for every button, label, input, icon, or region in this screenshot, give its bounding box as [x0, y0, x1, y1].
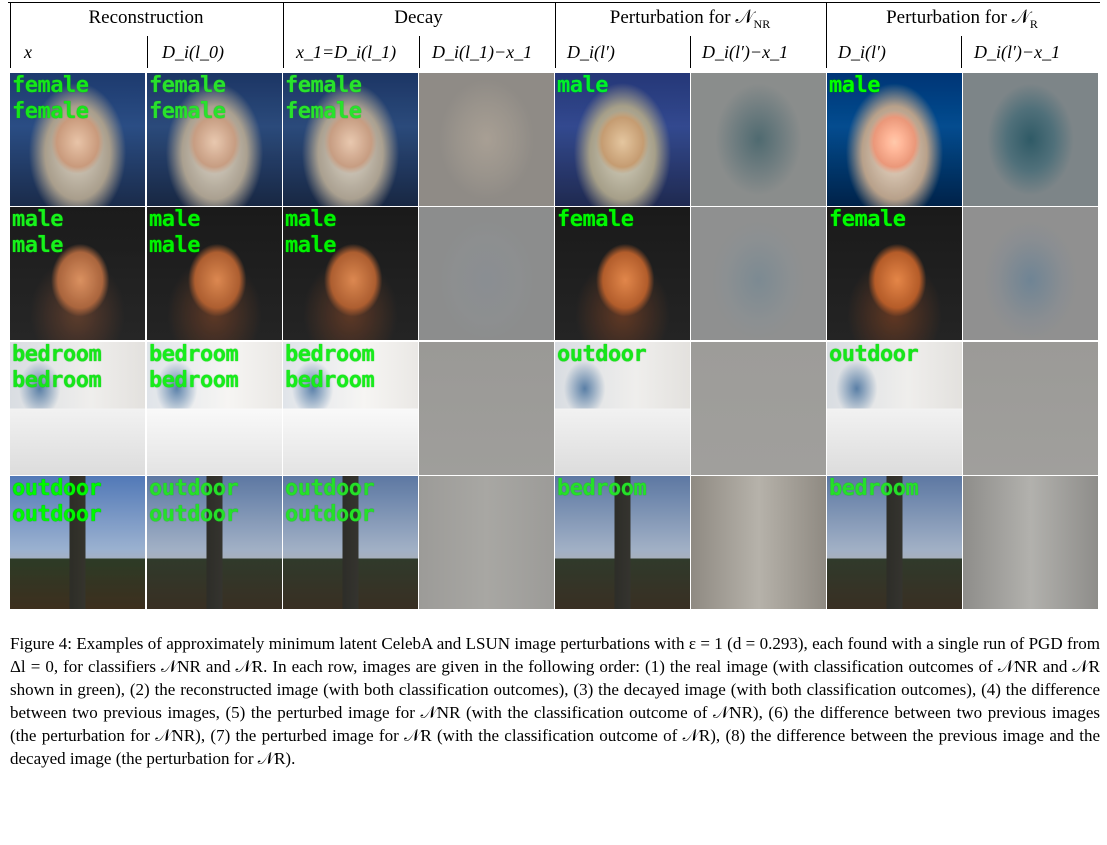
bedroom-perturbed-image-r: outdoor [827, 342, 962, 475]
separator-group-1 [283, 2, 284, 68]
separator-group-3 [826, 2, 827, 68]
classification-label: outdoor [285, 502, 375, 527]
outdoor-tower-real-image: outdoor outdoor [10, 476, 145, 609]
classification-label: bedroom [12, 368, 102, 393]
separator-group-2 [555, 2, 556, 68]
outdoor-tower-perturbed-image-nr: bedroom [555, 476, 690, 609]
female-face-perturbation-r [963, 73, 1098, 206]
male-face-perturbation-r [963, 207, 1098, 340]
group-header-perturbation-nr-main: Perturbation for 𝒩 [609, 7, 754, 28]
outdoor-tower-decayed-image: outdoor outdoor [283, 476, 418, 609]
male-face-perturbed-image-r: female [827, 207, 962, 340]
group-header-perturbation-r: Perturbation for 𝒩R [826, 7, 1098, 32]
classification-label: female [285, 99, 362, 124]
female-face-decay-difference [419, 73, 554, 206]
classification-label: male [285, 207, 336, 232]
classification-label: female [829, 207, 906, 232]
bedroom-decayed-image: bedroom bedroom [283, 342, 418, 475]
classification-label: female [149, 73, 226, 98]
female-face-reconstructed-image: female female [147, 73, 282, 206]
separator-col-4 [419, 36, 420, 68]
classification-label: male [12, 233, 63, 258]
classification-label: bedroom [829, 476, 919, 501]
classification-label: bedroom [149, 368, 239, 393]
column-header-perturbation-r: D_i(l′)−x_1 [974, 42, 1061, 62]
group-header-perturbation-nr-sub: NR [753, 16, 771, 31]
column-header-perturbed-nr: D_i(l′) [567, 42, 615, 62]
female-face-real-image: female female [10, 73, 145, 206]
classification-label: bedroom [285, 368, 375, 393]
column-header-decay-diff: D_i(l_1)−x_1 [432, 42, 533, 62]
classification-label: outdoor [285, 476, 375, 501]
female-face-decayed-image: female female [283, 73, 418, 206]
bedroom-decay-difference [419, 342, 554, 475]
classification-label: outdoor [557, 342, 647, 367]
outdoor-tower-perturbation-r [963, 476, 1098, 609]
outdoor-tower-perturbation-nr [691, 476, 826, 609]
column-header-perturbed-r: D_i(l′) [838, 42, 886, 62]
caption-figure-number: Figure 4: [10, 634, 72, 653]
classification-label: female [557, 207, 634, 232]
group-header-perturbation-r-main: Perturbation for 𝒩 [886, 7, 1030, 28]
classification-label: female [12, 73, 89, 98]
classification-label: bedroom [149, 342, 239, 367]
bedroom-perturbed-image-nr: outdoor [555, 342, 690, 475]
classification-label: outdoor [829, 342, 919, 367]
classification-label: male [557, 73, 608, 98]
male-face-perturbed-image-nr: female [555, 207, 690, 340]
male-face-decayed-image: male male [283, 207, 418, 340]
column-header-perturbation-nr: D_i(l′)−x_1 [702, 42, 789, 62]
separator-col-6 [690, 36, 691, 68]
figure-caption: Figure 4: Examples of approximately mini… [10, 632, 1100, 770]
group-header-perturbation-r-sub: R [1029, 16, 1038, 31]
classification-label: male [149, 233, 200, 258]
outdoor-tower-perturbed-image-r: bedroom [827, 476, 962, 609]
outdoor-tower-reconstructed-image: outdoor outdoor [147, 476, 282, 609]
column-header-reconstructed: D_i(l_0) [162, 42, 224, 62]
classification-label: male [285, 233, 336, 258]
bedroom-real-image: bedroom bedroom [10, 342, 145, 475]
classification-label: outdoor [149, 476, 239, 501]
bedroom-reconstructed-image: bedroom bedroom [147, 342, 282, 475]
bedroom-perturbation-r [963, 342, 1098, 475]
female-face-perturbed-image-nr: male [555, 73, 690, 206]
classification-label: bedroom [12, 342, 102, 367]
male-face-real-image: male male [10, 207, 145, 340]
classification-label: bedroom [285, 342, 375, 367]
group-header-reconstruction: Reconstruction [88, 7, 204, 28]
bedroom-perturbation-nr [691, 342, 826, 475]
classification-label: male [12, 207, 63, 232]
group-header-decay: Decay [394, 7, 443, 28]
classification-label: female [12, 99, 89, 124]
column-header-x: x [24, 42, 32, 62]
separator-col-8 [961, 36, 962, 68]
female-face-perturbation-nr [691, 73, 826, 206]
separator-left [10, 2, 11, 68]
header-top-rule [8, 2, 1100, 3]
male-face-perturbation-nr [691, 207, 826, 340]
classification-label: outdoor [12, 476, 102, 501]
classification-label: male [149, 207, 200, 232]
group-header-perturbation-nr: Perturbation for 𝒩NR [555, 7, 825, 32]
male-face-decay-difference [419, 207, 554, 340]
classification-label: female [149, 99, 226, 124]
column-header-decayed: x_1=D_i(l_1) [296, 42, 397, 62]
separator-col-2 [147, 36, 148, 68]
female-face-perturbed-image-r: male [827, 73, 962, 206]
classification-label: female [285, 73, 362, 98]
caption-text: Examples of approximately minimum latent… [10, 634, 1101, 768]
classification-label: male [829, 73, 880, 98]
classification-label: outdoor [149, 502, 239, 527]
classification-label: bedroom [557, 476, 647, 501]
outdoor-tower-decay-difference [419, 476, 554, 609]
classification-label: outdoor [12, 502, 102, 527]
male-face-reconstructed-image: male male [147, 207, 282, 340]
